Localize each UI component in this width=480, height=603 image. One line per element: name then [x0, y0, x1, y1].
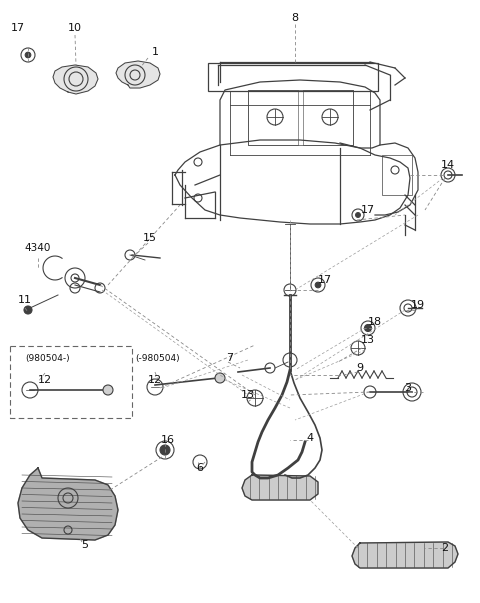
Polygon shape	[242, 475, 318, 500]
Text: 5: 5	[82, 540, 88, 550]
Bar	[303, 90, 353, 145]
Text: 7: 7	[227, 353, 234, 363]
Text: (-980504): (-980504)	[136, 353, 180, 362]
Text: 16: 16	[161, 435, 175, 445]
Text: 19: 19	[411, 300, 425, 310]
Text: 14: 14	[441, 160, 455, 170]
Text: 3: 3	[405, 383, 411, 393]
Circle shape	[103, 385, 113, 395]
Text: 1: 1	[152, 47, 158, 57]
Polygon shape	[116, 61, 160, 88]
Circle shape	[356, 213, 360, 218]
Circle shape	[364, 324, 372, 332]
Text: (980504-): (980504-)	[26, 353, 70, 362]
Text: 9: 9	[357, 363, 363, 373]
Text: 8: 8	[291, 13, 299, 23]
Text: 4: 4	[306, 433, 313, 443]
Bar	[382, 155, 412, 195]
Text: 2: 2	[442, 543, 449, 553]
Bar	[248, 90, 353, 145]
Text: 11: 11	[18, 295, 32, 305]
Text: 15: 15	[143, 233, 157, 243]
Text: 12: 12	[38, 375, 52, 385]
Circle shape	[24, 306, 32, 314]
Polygon shape	[352, 542, 458, 568]
Circle shape	[25, 52, 31, 58]
Polygon shape	[18, 468, 118, 540]
Text: 17: 17	[361, 205, 375, 215]
Circle shape	[315, 282, 321, 288]
Circle shape	[160, 445, 170, 455]
Text: 6: 6	[196, 463, 204, 473]
Bar	[248, 90, 298, 145]
Text: 12: 12	[148, 375, 162, 385]
Circle shape	[215, 373, 225, 383]
Text: 4340: 4340	[25, 243, 51, 253]
Text: 10: 10	[68, 23, 82, 33]
Polygon shape	[53, 65, 98, 94]
Text: 13: 13	[241, 390, 255, 400]
Text: 18: 18	[368, 317, 382, 327]
Text: 17: 17	[11, 23, 25, 33]
Text: 17: 17	[318, 275, 332, 285]
Text: 13: 13	[361, 335, 375, 345]
